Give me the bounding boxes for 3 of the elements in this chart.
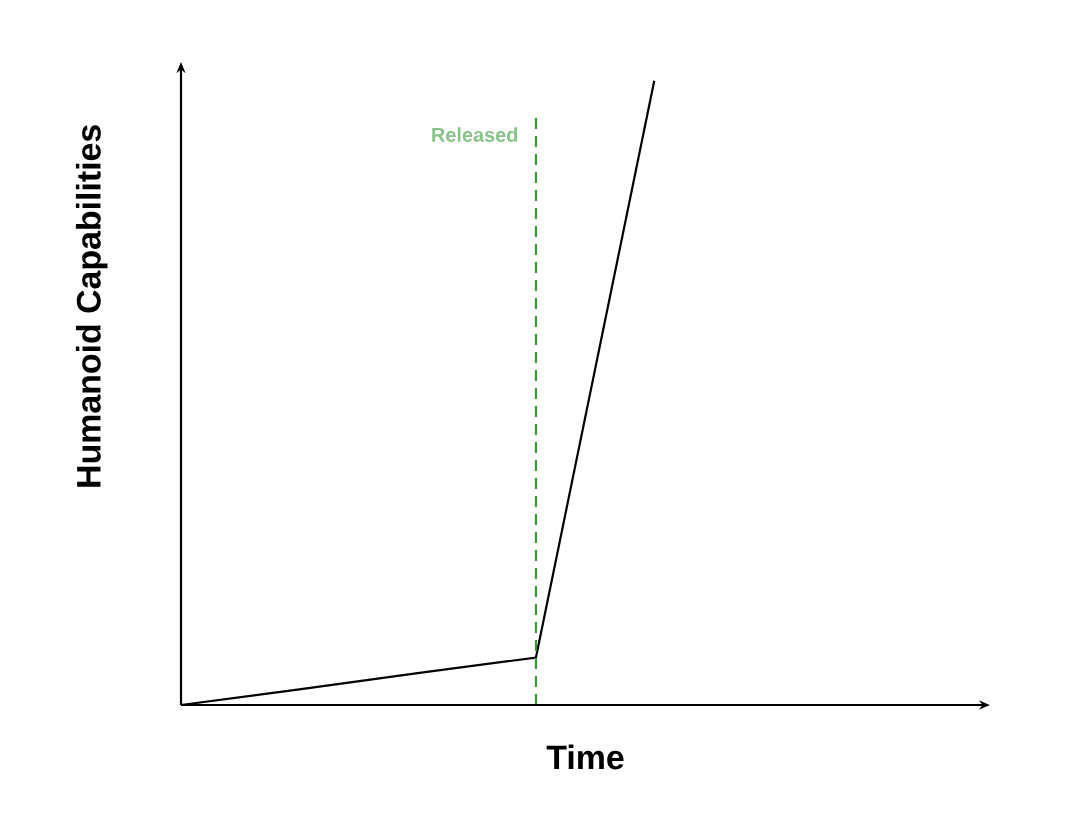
annotation: Released [432,127,518,142]
y-axis-title: Humanoid Capabilities [75,125,108,487]
x-axis-title: Time [546,744,624,770]
